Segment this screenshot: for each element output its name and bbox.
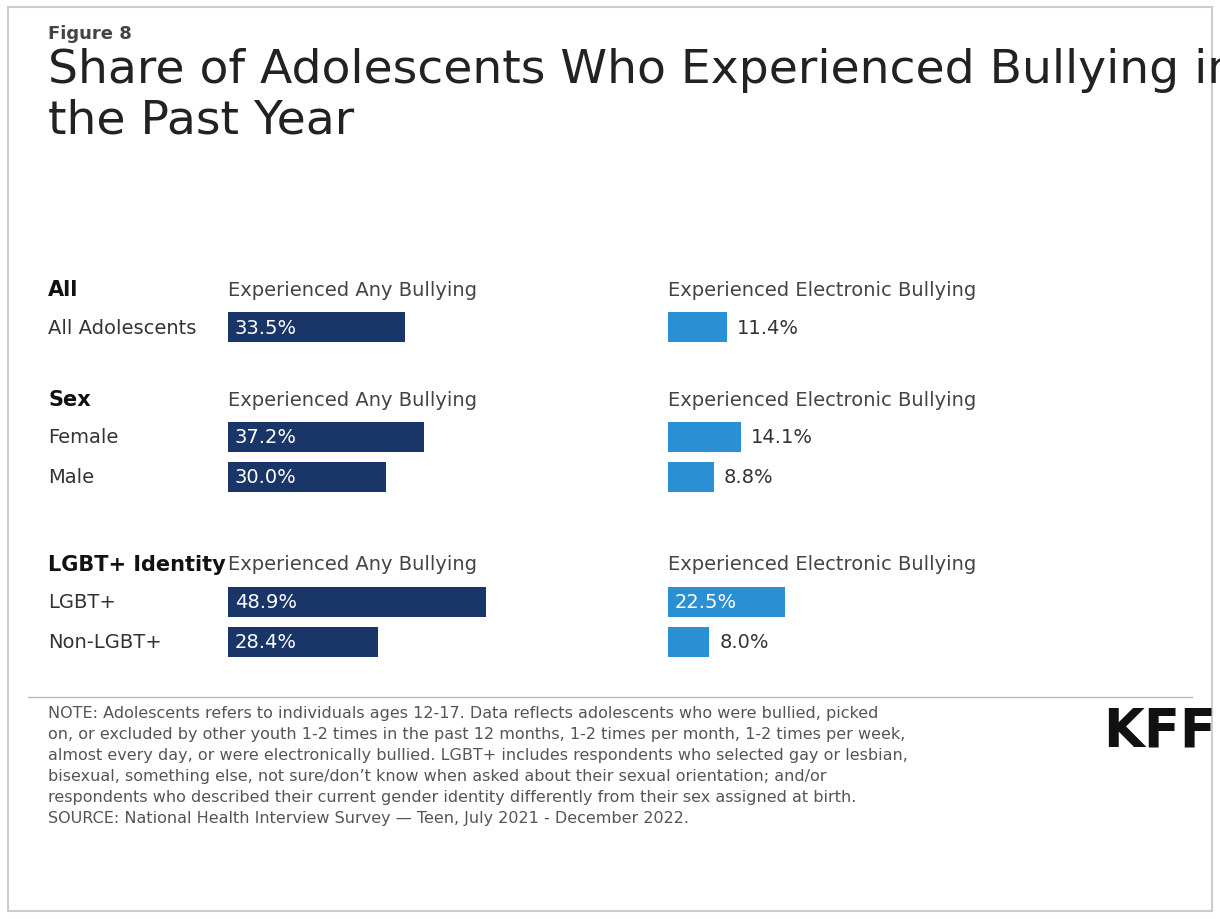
Bar (669, 423, 741, 452)
Text: SOURCE: National Health Interview Survey — Teen, July 2021 - December 2022.: SOURCE: National Health Interview Survey… (48, 811, 689, 825)
Text: 14.1%: 14.1% (752, 428, 813, 447)
Text: 30.0%: 30.0% (235, 468, 296, 487)
Text: 28.4%: 28.4% (235, 633, 296, 652)
Text: LGBT+ Identity: LGBT+ Identity (48, 554, 226, 574)
Text: Sex: Sex (48, 390, 90, 410)
Bar (228, 628, 378, 657)
Text: bisexual, something else, not sure/don’t know when asked about their sexual orie: bisexual, something else, not sure/don’t… (48, 768, 826, 783)
Bar (669, 312, 727, 343)
Text: Male: Male (48, 468, 94, 487)
Text: 48.9%: 48.9% (235, 593, 296, 612)
Text: 8.8%: 8.8% (723, 468, 773, 487)
Text: Experienced Electronic Bullying: Experienced Electronic Bullying (669, 555, 976, 573)
Text: Female: Female (48, 428, 118, 447)
Bar (669, 462, 714, 493)
Text: NOTE: Adolescents refers to individuals ages 12-17. Data reflects adolescents wh: NOTE: Adolescents refers to individuals … (48, 705, 878, 720)
Text: 33.5%: 33.5% (235, 318, 298, 337)
Text: Experienced Electronic Bullying: Experienced Electronic Bullying (669, 280, 976, 300)
Text: 8.0%: 8.0% (720, 633, 769, 652)
Text: 11.4%: 11.4% (737, 318, 799, 337)
Text: Experienced Any Bullying: Experienced Any Bullying (228, 280, 477, 300)
Bar (228, 423, 425, 452)
FancyBboxPatch shape (9, 8, 1211, 911)
Text: LGBT+: LGBT+ (48, 593, 116, 612)
Bar (669, 587, 784, 618)
Text: All Adolescents: All Adolescents (48, 318, 196, 337)
Text: respondents who described their current gender identity differently from their s: respondents who described their current … (48, 789, 856, 804)
Text: on, or excluded by other youth 1-2 times in the past 12 months, 1-2 times per mo: on, or excluded by other youth 1-2 times… (48, 726, 905, 742)
Text: Non-LGBT+: Non-LGBT+ (48, 633, 162, 652)
Text: Share of Adolescents Who Experienced Bullying in
the Past Year: Share of Adolescents Who Experienced Bul… (48, 48, 1220, 143)
Text: Figure 8: Figure 8 (48, 25, 132, 43)
Bar (669, 628, 709, 657)
Text: 37.2%: 37.2% (235, 428, 296, 447)
Text: almost every day, or were electronically bullied. LGBT+ includes respondents who: almost every day, or were electronically… (48, 747, 908, 762)
Text: All: All (48, 279, 78, 300)
Text: Experienced Electronic Bullying: Experienced Electronic Bullying (669, 390, 976, 409)
Bar (228, 462, 387, 493)
Bar (228, 587, 486, 618)
Bar (228, 312, 405, 343)
Text: KFF: KFF (1104, 705, 1216, 757)
Text: Experienced Any Bullying: Experienced Any Bullying (228, 390, 477, 409)
Text: Experienced Any Bullying: Experienced Any Bullying (228, 555, 477, 573)
Text: 22.5%: 22.5% (675, 593, 737, 612)
